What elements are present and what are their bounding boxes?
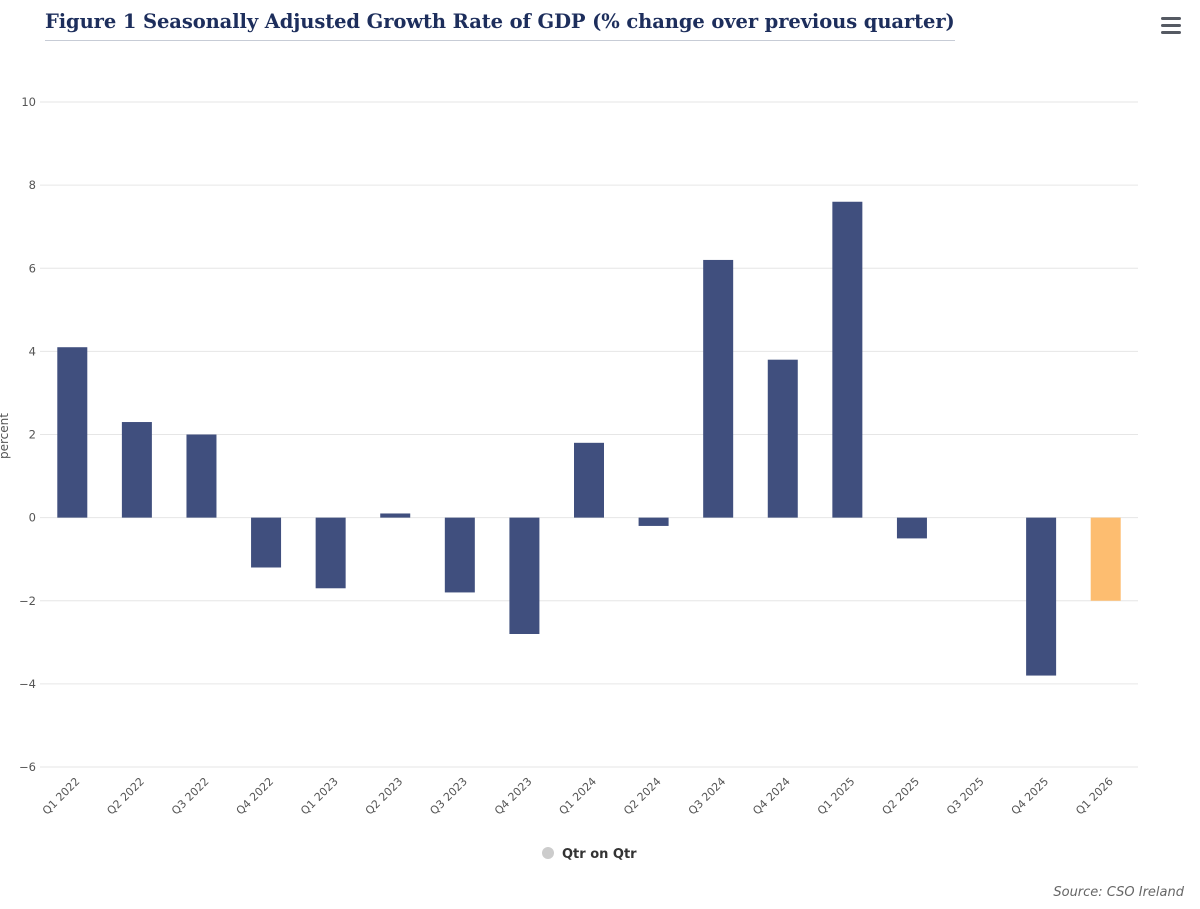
bar-chart: −6 −4 −2 0 2 4 6 8 10 percent Q1 2022 Q2 2022 Q3 2…	[0, 95, 1138, 862]
x-tick-label: Q1 2025	[815, 775, 858, 818]
x-tick-label: Q4 2022	[234, 775, 277, 818]
y-tick-label: 8	[29, 178, 36, 192]
y-axis-ticks: −6 −4 −2 0 2 4 6 8 10	[19, 95, 36, 774]
bar-q1-2025[interactable]	[832, 201, 863, 518]
bar-q4-2022[interactable]	[251, 517, 282, 568]
x-tick-label: Q4 2025	[1009, 775, 1052, 818]
x-tick-label: Q3 2023	[427, 775, 470, 818]
x-tick-label: Q2 2022	[104, 775, 147, 818]
bar-q4-2023[interactable]	[509, 517, 540, 634]
x-tick-label: Q2 2023	[363, 775, 406, 818]
chart-title: Figure 1 Seasonally Adjusted Growth Rate…	[45, 10, 955, 41]
y-tick-label: 10	[21, 95, 36, 109]
grid-lines	[40, 101, 1138, 768]
y-tick-label: 4	[29, 344, 36, 358]
x-tick-label: Q1 2026	[1073, 775, 1116, 818]
hamburger-menu-icon	[1161, 17, 1181, 20]
x-tick-label: Q2 2025	[880, 775, 923, 818]
bar-q2-2024[interactable]	[638, 517, 669, 526]
x-tick-label: Q3 2022	[169, 775, 212, 818]
bar-q2-2023[interactable]	[380, 513, 411, 518]
y-tick-label: −4	[19, 677, 36, 691]
bar-q2-2022[interactable]	[121, 422, 152, 518]
bar-q1-2024[interactable]	[574, 442, 604, 518]
y-tick-label: −6	[19, 760, 36, 774]
y-tick-label: 2	[29, 428, 36, 442]
bar-q3-2024[interactable]	[703, 259, 734, 518]
source-credit: Source: CSO Ireland	[1053, 885, 1184, 900]
x-tick-label: Q4 2024	[750, 775, 793, 818]
y-tick-label: 6	[29, 261, 36, 275]
y-axis-label: percent	[0, 413, 11, 459]
bar-q1-2022[interactable]	[57, 347, 88, 518]
y-tick-label: 0	[29, 511, 36, 525]
x-tick-label: Q3 2025	[944, 775, 987, 818]
legend-label[interactable]: Qtr on Qtr	[562, 847, 637, 862]
bar-q3-2022[interactable]	[186, 434, 217, 518]
legend[interactable]: Qtr on Qtr	[542, 847, 637, 862]
bar-q4-2024[interactable]	[767, 359, 798, 518]
x-tick-label: Q3 2024	[686, 775, 729, 818]
bar-q2-2025[interactable]	[896, 517, 927, 539]
bar-series	[57, 201, 1121, 676]
bar-q3-2023[interactable]	[444, 517, 475, 593]
legend-marker	[542, 847, 554, 859]
x-tick-label: Q2 2024	[621, 775, 664, 818]
x-tick-label: Q1 2024	[557, 775, 600, 818]
x-axis-ticks: Q1 2022 Q2 2022 Q3 2022 Q4 2022 Q1 2023 Q2 20…	[40, 775, 1116, 818]
export-menu-button[interactable]	[1158, 14, 1184, 38]
x-tick-label: Q1 2022	[40, 775, 83, 818]
y-tick-label: −2	[19, 594, 36, 608]
bar-q4-2025[interactable]	[1026, 517, 1057, 676]
bar-q1-2026[interactable]	[1090, 517, 1121, 601]
bar-q1-2023[interactable]	[315, 517, 346, 589]
x-tick-label: Q1 2023	[298, 775, 341, 818]
x-tick-label: Q4 2023	[492, 775, 535, 818]
